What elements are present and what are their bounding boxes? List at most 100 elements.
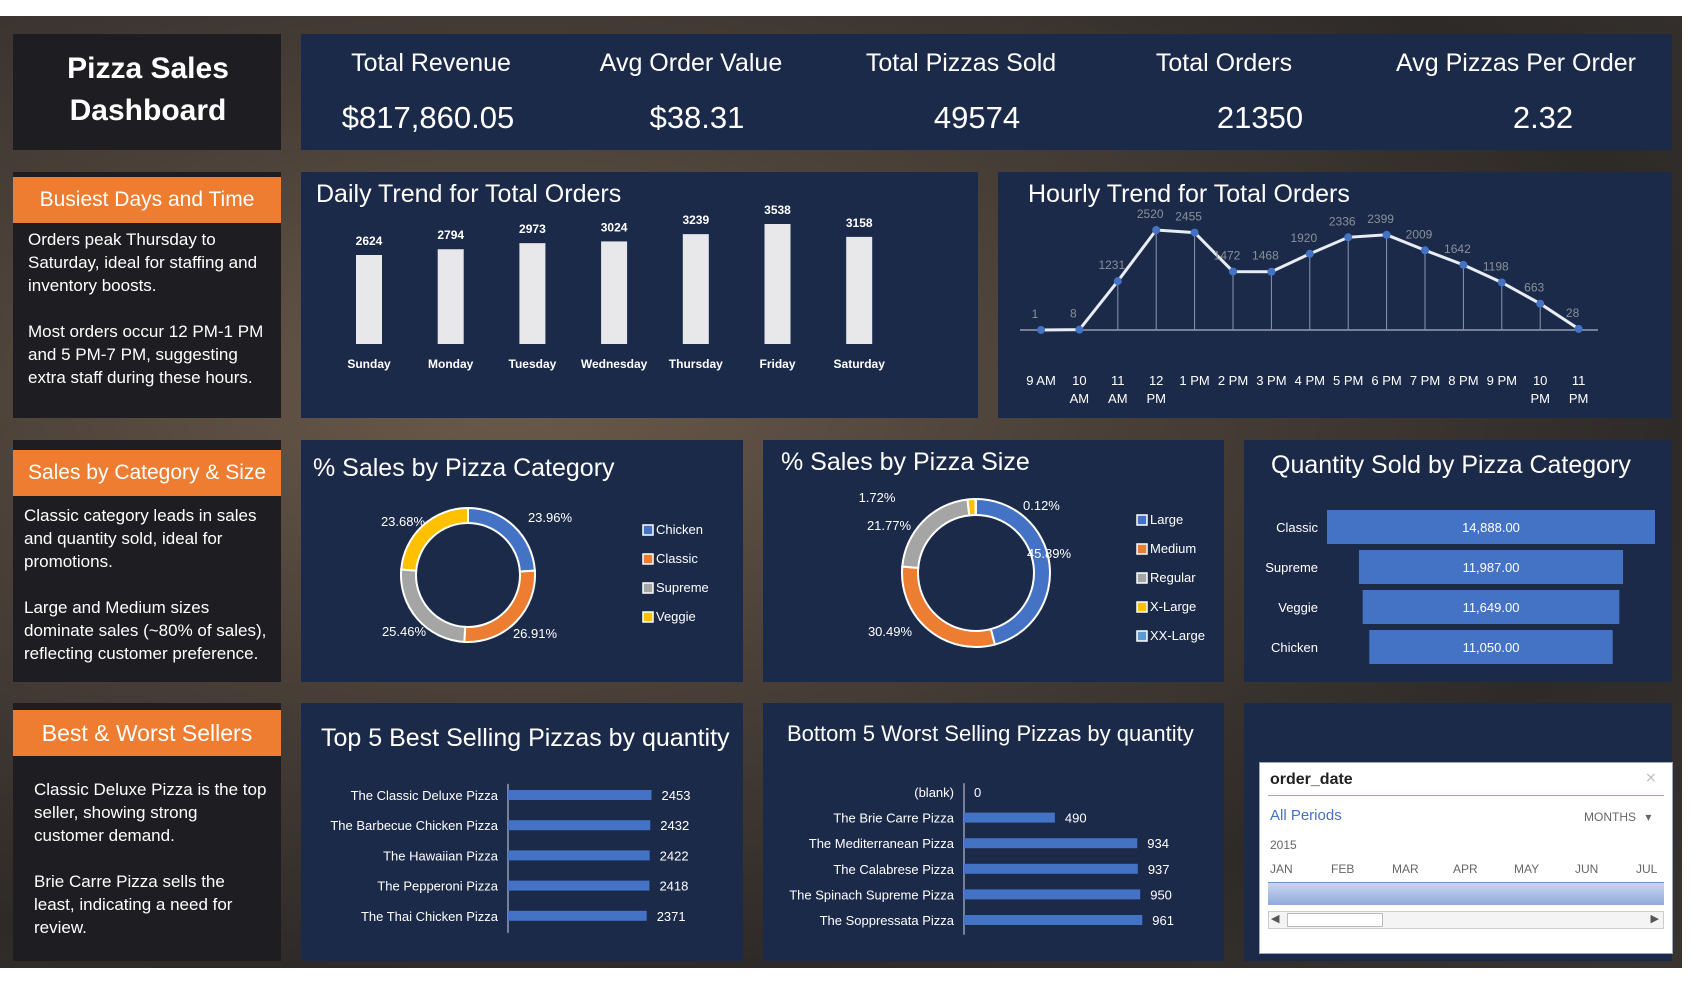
slicer-month-jul[interactable]: JUL [1636, 862, 1658, 876]
kpi-value-pizzas-sold: 49574 [933, 100, 1021, 135]
kpi-label-revenue: Total Revenue [351, 49, 511, 77]
category-pie-slice-veggie [400, 506, 469, 572]
slicer-selection[interactable]: All Periods [1270, 807, 1342, 824]
slicer-scrollbar[interactable]: ◀ ▶ [1268, 911, 1664, 929]
kpi-value-avg-order: $38.31 [649, 100, 745, 135]
slicer-level-select[interactable]: MONTHS ▾ [1584, 810, 1651, 824]
size-pie-legend-large: Large [1150, 512, 1183, 527]
title-box: Pizza Sales Dashboard [13, 34, 281, 150]
size-pie-label-regular: 21.77% [867, 518, 912, 533]
size-pie-label-xx-large: 0.12% [1023, 498, 1060, 513]
dashboard-title: Pizza Sales Dashboard [67, 52, 229, 127]
quantity-bar-supreme [1358, 550, 1624, 584]
category-text: Classic category leads in sales and quan… [24, 504, 274, 688]
top5-bar-the-thai-chicken-pizza [508, 910, 647, 921]
category-pie-legend-chicken: Chicken [656, 522, 703, 537]
slicer-divider [1268, 795, 1664, 796]
hourly-point-5-pm [1344, 233, 1353, 242]
daily-tick-tuesday: Tuesday [509, 357, 557, 371]
hourly-value-2-pm: 1472 [1214, 249, 1241, 263]
size-pie-label-large: 45.89% [1027, 546, 1072, 561]
busiest-text-1: Orders peak Thursday to Saturday, ideal … [28, 230, 258, 295]
daily-trend-chart: 2624 Sunday 2794 Monday 2973 Tuesday 3024 Wedne… [347, 203, 885, 371]
bottom5-value-the-mediterranean-pizza: 934 [1147, 836, 1169, 851]
daily-value-saturday: 3158 [846, 216, 873, 230]
category-pie-legend-classic: Classic [656, 551, 698, 566]
top5-value-the-classic-deluxe-pizza: 2453 [662, 788, 691, 803]
hourly-value-6-pm: 2399 [1367, 212, 1394, 226]
bottom5-value-the-soppressata-pizza: 961 [1152, 913, 1174, 928]
kpi-label-avg-pizzas: Avg Pizzas Per Order [1396, 49, 1636, 77]
daily-tick-sunday: Sunday [347, 357, 391, 371]
slicer-level-label: MONTHS [1584, 810, 1636, 824]
category-pie-legend-supreme: Supreme [656, 580, 709, 595]
daily-bar-sunday [356, 255, 382, 344]
top5-bar-the-barbecue-chicken-pizza [508, 820, 651, 831]
hourly-point-11-pm [1574, 324, 1583, 333]
top5-value-the-hawaiian-pizza: 2422 [660, 848, 689, 863]
slicer-timeline-bar[interactable] [1268, 882, 1664, 905]
hourly-value-1-pm: 2455 [1175, 210, 1202, 224]
quantity-tick-classic: Classic [1276, 520, 1318, 535]
bottom5-bar-the-spinach-supreme-pizza [964, 889, 1141, 900]
scroll-thumb[interactable] [1287, 913, 1383, 927]
hourly-value-10-am: 8 [1070, 307, 1077, 321]
top5-tick-the-classic-deluxe-pizza: The Classic Deluxe Pizza [351, 788, 499, 803]
quantity-tick-supreme: Supreme [1265, 560, 1318, 575]
daily-tick-monday: Monday [428, 357, 474, 371]
size-pie-legend-xx-large: XX-Large [1150, 628, 1205, 643]
top-border [0, 0, 1696, 16]
kpi-value-revenue: $817,860.05 [341, 100, 515, 135]
hourly-tick-5-pm: 5 PM [1333, 373, 1363, 388]
size-pie-label-medium: 30.49% [868, 624, 913, 639]
top5-tick-the-pepperoni-pizza: The Pepperoni Pizza [377, 879, 498, 894]
hourly-tick-1-pm: 1 PM [1179, 373, 1209, 388]
scroll-left-icon[interactable]: ◀ [1271, 913, 1280, 925]
hourly-tick-10-am: 10 AM [1070, 373, 1090, 406]
size-pie-legend-swatch-medium [1136, 543, 1148, 555]
slicer-month-row: JAN FEB MAR APR MAY JUN JUL [1270, 862, 1668, 878]
daily-tick-thursday: Thursday [669, 357, 723, 371]
size-pie-legend-medium: Medium [1150, 541, 1196, 556]
slicer-month-apr[interactable]: APR [1453, 862, 1478, 876]
bottom5-value-blank: 0 [974, 785, 981, 800]
slicer-field-name: order_date [1270, 771, 1353, 788]
sellers-header: Best & Worst Sellers [13, 710, 281, 756]
sellers-text: Classic Deluxe Pizza is the top seller, … [34, 778, 269, 962]
quantity-value-chicken: 11,050.00 [1463, 640, 1520, 655]
hourly-trend-chart: 1 9 AM 8 10 AM 1231 11 AM 2520 12 PM 2455 1 PM 1472 2 … [1020, 207, 1598, 406]
top5-tick-the-thai-chicken-pizza: The Thai Chicken Pizza [361, 909, 499, 924]
order-date-slicer[interactable]: order_date ⨯ All Periods MONTHS ▾ 2015 J… [1259, 762, 1673, 954]
clear-filter-icon[interactable]: ⨯ [1645, 769, 1657, 785]
hourly-point-7-pm [1421, 246, 1429, 255]
daily-trend-panel: Daily Trend for Total Orders 2624 Sunday 2… [301, 172, 978, 418]
daily-value-thursday: 3239 [682, 213, 709, 227]
size-pie-slice-x-large [966, 497, 977, 517]
kpi-label-avg-order: Avg Order Value [599, 49, 783, 77]
bottom5-value-the-spinach-supreme-pizza: 950 [1150, 887, 1172, 902]
category-pie-label-chicken: 23.96% [528, 510, 573, 525]
hourly-value-11-am: 1231 [1098, 258, 1125, 272]
daily-bar-thursday [682, 234, 709, 344]
slicer-month-jun[interactable]: JUN [1575, 862, 1599, 876]
hourly-value-9-am: 1 [1032, 307, 1039, 321]
bottom-border [0, 968, 1696, 984]
slicer-month-mar[interactable]: MAR [1392, 862, 1419, 876]
slicer-month-may[interactable]: MAY [1514, 862, 1540, 876]
daily-value-sunday: 2624 [356, 234, 383, 248]
size-pie-legend-x-large: X-Large [1150, 599, 1196, 614]
top5-tick-the-hawaiian-pizza: The Hawaiian Pizza [383, 848, 499, 863]
top5-bar-the-classic-deluxe-pizza [508, 790, 652, 800]
bottom5-chart: 0 (blank) 490 The Brie Carre Pizza 934 The Me… [789, 783, 1174, 935]
quantity-bar-classic [1327, 510, 1655, 544]
bottom5-tick-blank: (blank) [914, 785, 954, 800]
category-pie-legend-swatch-veggie [642, 611, 654, 623]
daily-bar-wednesday [601, 241, 628, 344]
scroll-right-icon[interactable]: ▶ [1650, 913, 1659, 925]
hourly-point-4-pm [1305, 249, 1314, 258]
slicer-month-jan[interactable]: JAN [1270, 862, 1293, 876]
bottom5-title: Bottom 5 Worst Selling Pizzas by quantit… [787, 721, 1194, 746]
hourly-tick-6-pm: 6 PM [1371, 373, 1401, 388]
kpi-label-total-orders: Total Orders [1155, 49, 1293, 77]
slicer-month-feb[interactable]: FEB [1331, 862, 1355, 876]
